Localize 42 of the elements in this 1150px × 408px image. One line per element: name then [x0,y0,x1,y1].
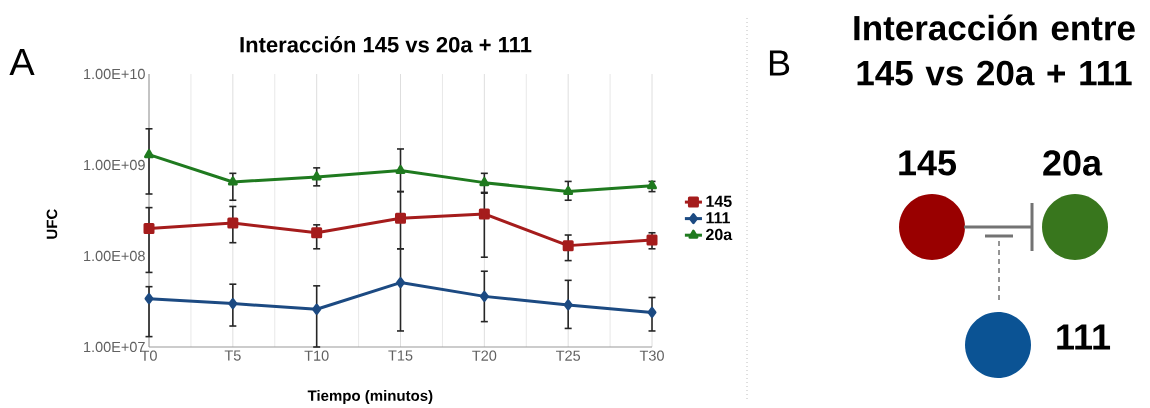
point [646,234,658,246]
point [395,212,407,224]
y-tick-label: 1.00E+07 [84,341,145,353]
text: 20a [1043,150,1103,176]
point [563,299,573,311]
y-tick-label: 1.00E+10 [84,68,145,80]
x-tick-label: T30 [639,350,664,361]
text: B [769,50,790,76]
legend-label: 145 [706,195,732,208]
y-axis-title: UFC [46,209,58,239]
point [395,165,406,174]
x-tick-label: T10 [304,350,329,361]
point [312,303,322,315]
legend-label: 111 [706,212,730,224]
point [228,298,238,310]
text: 111 [1057,324,1111,350]
text: A [9,48,35,76]
point [227,217,239,229]
point [647,306,657,318]
text: 145 [899,150,957,176]
x-tick-label: T5 [224,350,241,361]
point [144,149,154,159]
x-axis-title: Tiempo (minutos) [307,389,433,404]
point [563,186,574,196]
legend-label: 20a [706,228,733,241]
x-tick-label: T15 [388,350,413,361]
point [227,176,238,186]
point [562,240,574,252]
point [478,208,490,220]
x-tick-label: T20 [472,350,497,361]
chart-title: Interacción 145 vs 20a + 111 [240,36,532,53]
y-tick-label: 1.00E+09 [84,159,145,171]
point [311,171,322,181]
point [143,223,155,235]
y-tick-label: 1.00E+08 [84,250,145,262]
point [479,290,489,302]
point [144,293,154,305]
text: Interacción entre 145 vs 20a + 111 [854,14,1135,86]
x-tick-label: T25 [556,350,581,361]
x-tick-label: T0 [140,350,157,361]
point [479,177,490,187]
point [396,277,406,289]
